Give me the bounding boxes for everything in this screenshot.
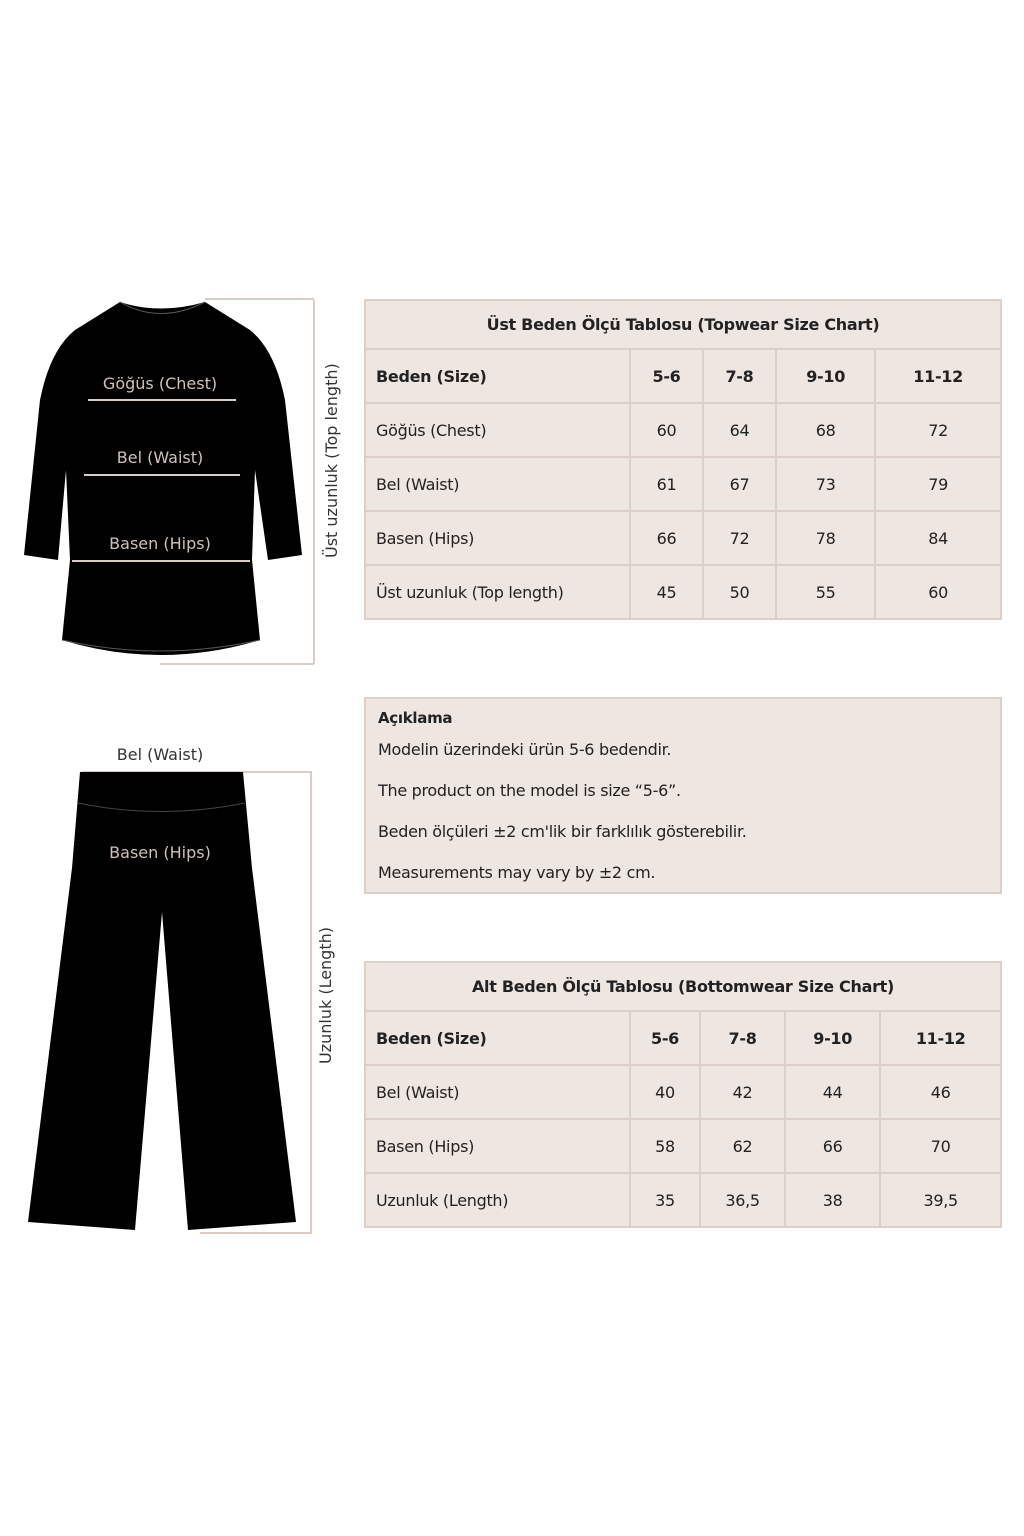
- cell: 35: [628, 1172, 702, 1228]
- row-label: Basen (Hips): [364, 510, 631, 566]
- header-cell: Beden (Size): [364, 1010, 631, 1066]
- top-garment-illustration: [24, 301, 302, 655]
- cell: 66: [629, 510, 704, 566]
- row-label: Bel (Waist): [364, 1064, 631, 1120]
- bottom-length-label: Uzunluk (Length): [316, 927, 335, 1064]
- note-line: The product on the model is size “5-6”.: [378, 781, 681, 800]
- cell: 68: [774, 402, 877, 458]
- note-box: Açıklama Modelin üzerindeki ürün 5-6 bed…: [364, 697, 1002, 894]
- table-title: Alt Beden Ölçü Tablosu (Bottomwear Size …: [364, 961, 1002, 1012]
- topwear-size-table: Üst Beden Ölçü Tablosu (Topwear Size Cha…: [364, 299, 1002, 620]
- header-cell: 5-6: [628, 1010, 702, 1066]
- cell: 66: [784, 1118, 882, 1174]
- table-title: Üst Beden Ölçü Tablosu (Topwear Size Cha…: [364, 299, 1002, 350]
- row-label: Üst uzunluk (Top length): [364, 564, 631, 620]
- header-cell: 9-10: [784, 1010, 882, 1066]
- cell: 58: [628, 1118, 702, 1174]
- header-cell: 9-10: [774, 348, 877, 404]
- table-row: Bel (Waist) 61 67 73 79: [364, 456, 1002, 512]
- hips-label: Basen (Hips): [109, 534, 211, 553]
- note-line: Modelin üzerindeki ürün 5-6 bedendir.: [378, 740, 672, 759]
- top-length-label: Üst uzunluk (Top length): [322, 363, 341, 558]
- cell: 36,5: [699, 1172, 787, 1228]
- note-title: Açıklama: [378, 709, 453, 727]
- table-row: Göğüs (Chest) 60 64 68 72: [364, 402, 1002, 458]
- header-cell: Beden (Size): [364, 348, 631, 404]
- header-cell: 7-8: [701, 348, 777, 404]
- cell: 72: [701, 510, 777, 566]
- cell: 40: [628, 1064, 702, 1120]
- header-cell: 11-12: [879, 1010, 1002, 1066]
- cell: 55: [774, 564, 877, 620]
- cell: 72: [874, 402, 1002, 458]
- note-line: Measurements may vary by ±2 cm.: [378, 863, 656, 882]
- cell: 38: [784, 1172, 882, 1228]
- row-label: Uzunluk (Length): [364, 1172, 631, 1228]
- table-row: Basen (Hips) 66 72 78 84: [364, 510, 1002, 566]
- cell: 44: [784, 1064, 882, 1120]
- table-row: Uzunluk (Length) 35 36,5 38 39,5: [364, 1172, 1002, 1228]
- cell: 50: [701, 564, 777, 620]
- header-cell: 11-12: [874, 348, 1002, 404]
- cell: 70: [879, 1118, 1002, 1174]
- cell: 61: [629, 456, 704, 512]
- cell: 64: [701, 402, 777, 458]
- bottom-waist-label: Bel (Waist): [116, 745, 204, 764]
- cell: 60: [629, 402, 704, 458]
- cell: 73: [774, 456, 877, 512]
- header-cell: 7-8: [699, 1010, 787, 1066]
- table-row: Bel (Waist) 40 42 44 46: [364, 1064, 1002, 1120]
- cell: 42: [699, 1064, 787, 1120]
- bottom-hips-label: Basen (Hips): [109, 843, 211, 862]
- row-label: Bel (Waist): [364, 456, 631, 512]
- header-cell: 5-6: [629, 348, 704, 404]
- table-header: Beden (Size) 5-6 7-8 9-10 11-12: [364, 348, 1002, 404]
- table-row: Basen (Hips) 58 62 66 70: [364, 1118, 1002, 1174]
- waist-label: Bel (Waist): [116, 448, 204, 467]
- table-row: Üst uzunluk (Top length) 45 50 55 60: [364, 564, 1002, 620]
- bottomwear-size-table: Alt Beden Ölçü Tablosu (Bottomwear Size …: [364, 961, 1002, 1228]
- note-line: Beden ölçüleri ±2 cm'lik bir farklılık g…: [378, 822, 747, 841]
- cell: 46: [879, 1064, 1002, 1120]
- row-label: Göğüs (Chest): [364, 402, 631, 458]
- cell: 79: [874, 456, 1002, 512]
- table-header: Beden (Size) 5-6 7-8 9-10 11-12: [364, 1010, 1002, 1066]
- row-label: Basen (Hips): [364, 1118, 631, 1174]
- chest-label: Göğüs (Chest): [102, 374, 218, 393]
- cell: 78: [774, 510, 877, 566]
- bottom-garment-illustration: [28, 772, 296, 1230]
- cell: 45: [629, 564, 704, 620]
- cell: 84: [874, 510, 1002, 566]
- cell: 39,5: [879, 1172, 1002, 1228]
- cell: 67: [701, 456, 777, 512]
- cell: 62: [699, 1118, 787, 1174]
- cell: 60: [874, 564, 1002, 620]
